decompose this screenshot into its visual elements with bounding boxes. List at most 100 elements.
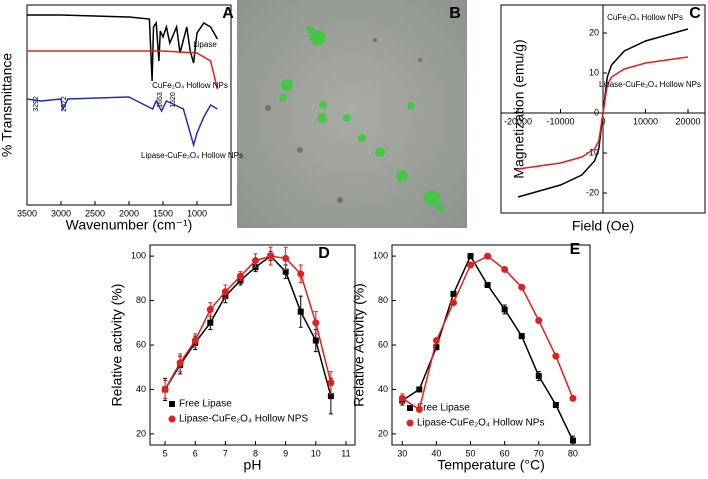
series-label: CuFe₂O₄ Hollow NPs: [607, 13, 683, 22]
point: [297, 308, 304, 315]
annotation: 1520: [170, 92, 177, 108]
x-tick-label: -10000: [546, 116, 574, 126]
series-label: Lipase: [193, 40, 217, 49]
point: [569, 437, 576, 444]
y-tick-label: -10: [586, 147, 599, 157]
x-tick-label: 50: [466, 448, 476, 458]
point: [501, 265, 509, 273]
x-tick-label: 2500: [85, 208, 105, 218]
series-label: Lipase-CuFe₂O₄ Hollow NPs: [141, 151, 243, 160]
point: [252, 257, 260, 265]
point: [484, 282, 491, 288]
y-tick-label: 80: [378, 295, 388, 305]
point: [398, 394, 406, 402]
x-tick-label: 30: [397, 448, 407, 458]
x-axis-label: pH: [244, 457, 262, 473]
point: [176, 359, 184, 367]
point: [484, 252, 492, 260]
y-tick-label: 80: [136, 295, 146, 305]
point: [236, 272, 244, 280]
point: [467, 261, 475, 269]
y-tick-label: 40: [136, 384, 146, 394]
x-tick-label: 10000: [633, 116, 658, 126]
legend-marker: [169, 401, 175, 407]
panel-label: E: [570, 241, 581, 258]
series-label: CuFe₂O₄ Hollow NPs: [152, 81, 228, 90]
point: [297, 270, 305, 278]
point: [267, 252, 275, 260]
annotation: 3292: [33, 96, 40, 112]
x-tick-label: 6: [193, 448, 198, 458]
panel-label: C: [689, 5, 701, 22]
point: [569, 394, 577, 402]
x-tick-label: 60: [500, 448, 510, 458]
point: [518, 333, 525, 340]
point: [450, 290, 457, 297]
micrograph: [237, 0, 467, 228]
point: [535, 317, 543, 325]
x-tick-label: 3000: [51, 208, 71, 218]
legend-marker: [406, 419, 414, 427]
x-tick-label: 70: [534, 448, 544, 458]
y-tick-label: 60: [378, 339, 388, 349]
y-tick-label: 20: [136, 428, 146, 438]
legend-label: Free Lipase: [417, 403, 470, 414]
legend-marker: [168, 415, 176, 423]
x-tick-label: -20000: [504, 116, 532, 126]
panel-label: D: [318, 245, 330, 262]
point: [191, 337, 199, 345]
point: [206, 305, 214, 313]
y-tick-label: 20: [378, 428, 388, 438]
series-line: [401, 255, 574, 411]
point: [552, 352, 560, 360]
series-line: [26, 96, 218, 148]
x-tick-label: 1500: [153, 208, 173, 218]
point: [207, 319, 214, 326]
y-tick-label: -20: [586, 187, 599, 197]
x-tick-label: 20000: [675, 116, 700, 126]
y-tick-label: 100: [131, 250, 146, 260]
y-axis-label: Relative activity (%): [109, 284, 125, 407]
x-axis-label: Wavenumber (cm⁻¹): [66, 217, 193, 233]
x-tick-label: 11: [341, 448, 350, 458]
y-tick-label: 60: [136, 339, 146, 349]
y-axis-label: % Transmittance: [0, 53, 15, 157]
series-line: [517, 56, 689, 170]
x-tick-label: 10: [311, 448, 321, 458]
point: [433, 344, 440, 351]
x-tick-label: 3500: [17, 208, 37, 218]
series-line: [27, 50, 219, 90]
series-line: [164, 255, 332, 390]
y-axis-label: Relative Activity (%): [351, 283, 367, 407]
point: [282, 268, 289, 275]
y-tick-label: 40: [378, 384, 388, 394]
point: [552, 402, 559, 408]
x-tick-label: 1000: [187, 208, 207, 218]
point: [501, 306, 508, 313]
x-tick-label: 8: [253, 448, 258, 458]
panel-label: A: [222, 5, 234, 22]
legend-label: Lipase-CuFe₂O₄ Hollow NPS: [179, 414, 308, 425]
y-tick-label: 100: [373, 250, 388, 260]
point: [282, 254, 290, 262]
point: [161, 385, 169, 393]
panel-label: B: [449, 5, 461, 22]
series-line: [27, 14, 219, 82]
plot-frame: [26, 4, 232, 206]
point: [327, 379, 335, 387]
y-tick-label: 0: [594, 107, 599, 117]
x-tick-label: 0: [600, 116, 605, 126]
point: [449, 299, 457, 307]
x-tick-label: 40: [431, 448, 441, 458]
x-axis-label: Temperature (°C): [437, 457, 545, 473]
legend-label: Lipase-CuFe₂O₄ Hollow NPs: [417, 418, 544, 429]
legend-label: Free Lipase: [179, 399, 232, 410]
point: [416, 386, 423, 393]
point: [432, 337, 440, 345]
point: [415, 405, 423, 413]
point: [467, 253, 474, 260]
annotation: 1653: [157, 92, 164, 108]
x-tick-label: 80: [568, 448, 578, 458]
y-axis-label: Magnetization (emu/g): [511, 39, 527, 178]
